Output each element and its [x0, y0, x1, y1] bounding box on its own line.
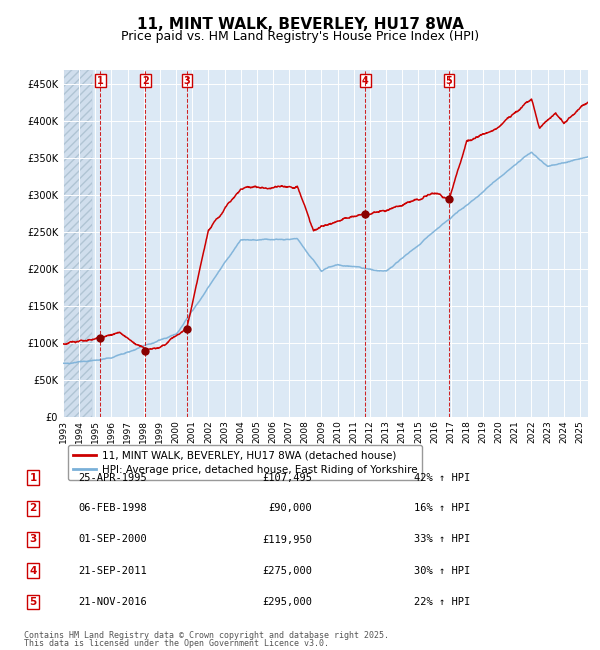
Text: 3: 3: [184, 75, 190, 86]
Text: Contains HM Land Registry data © Crown copyright and database right 2025.: Contains HM Land Registry data © Crown c…: [24, 630, 389, 640]
Text: 21-NOV-2016: 21-NOV-2016: [78, 597, 147, 607]
Text: 33% ↑ HPI: 33% ↑ HPI: [414, 534, 470, 545]
Text: 22% ↑ HPI: 22% ↑ HPI: [414, 597, 470, 607]
Text: 4: 4: [362, 75, 369, 86]
Text: This data is licensed under the Open Government Licence v3.0.: This data is licensed under the Open Gov…: [24, 639, 329, 648]
Text: £119,950: £119,950: [262, 534, 312, 545]
Legend: 11, MINT WALK, BEVERLEY, HU17 8WA (detached house), HPI: Average price, detached: 11, MINT WALK, BEVERLEY, HU17 8WA (detac…: [68, 445, 422, 480]
Text: 42% ↑ HPI: 42% ↑ HPI: [414, 473, 470, 483]
Bar: [63, 70, 92, 417]
Text: 30% ↑ HPI: 30% ↑ HPI: [414, 566, 470, 576]
Text: 01-SEP-2000: 01-SEP-2000: [78, 534, 147, 545]
Bar: [63, 70, 92, 417]
Text: 16% ↑ HPI: 16% ↑ HPI: [414, 503, 470, 514]
Text: 3: 3: [29, 534, 37, 545]
Text: £295,000: £295,000: [262, 597, 312, 607]
Text: 11, MINT WALK, BEVERLEY, HU17 8WA: 11, MINT WALK, BEVERLEY, HU17 8WA: [137, 17, 463, 32]
Text: 5: 5: [29, 597, 37, 607]
Text: 4: 4: [29, 566, 37, 576]
Text: 21-SEP-2011: 21-SEP-2011: [78, 566, 147, 576]
Text: £90,000: £90,000: [268, 503, 312, 514]
Text: Price paid vs. HM Land Registry's House Price Index (HPI): Price paid vs. HM Land Registry's House …: [121, 30, 479, 43]
Text: 5: 5: [446, 75, 452, 86]
Text: 2: 2: [29, 503, 37, 514]
Text: 1: 1: [29, 473, 37, 483]
Text: £275,000: £275,000: [262, 566, 312, 576]
Text: 06-FEB-1998: 06-FEB-1998: [78, 503, 147, 514]
Text: £107,495: £107,495: [262, 473, 312, 483]
Text: 25-APR-1995: 25-APR-1995: [78, 473, 147, 483]
Text: 1: 1: [97, 75, 104, 86]
Text: 2: 2: [142, 75, 149, 86]
